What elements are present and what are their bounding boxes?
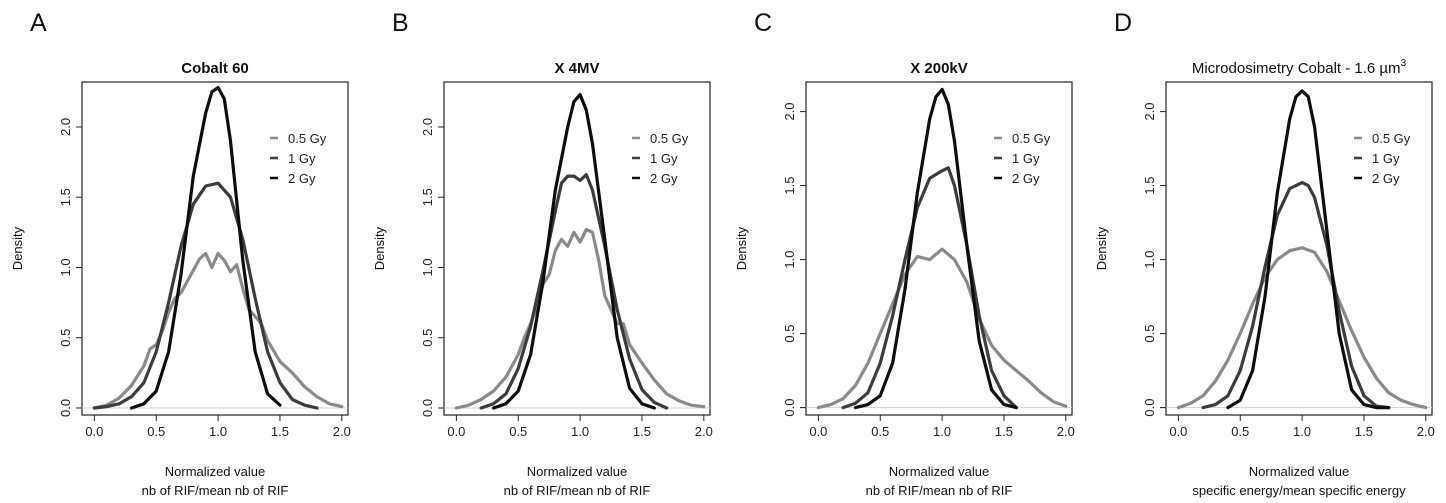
series-line-2-gy	[1226, 89, 1391, 410]
y-tick-label: 1.0	[1142, 251, 1157, 269]
y-tick-label: 1.0	[58, 258, 73, 276]
series-line-0-5-gy	[816, 247, 1068, 410]
x-tick-label: 0.5	[871, 424, 889, 439]
panel-letter: A	[30, 9, 47, 37]
y-axis-label: Density	[372, 226, 387, 270]
y-tick-label: 0.5	[1142, 325, 1157, 343]
y-tick-label: 2.0	[782, 103, 797, 121]
series-line-2-gy	[853, 87, 1018, 410]
x-axis-label-line2: nb of RIF/mean nb of RIF	[504, 483, 651, 498]
panel-a: A Cobalt 60 0.0 0.5 1.0 1.5 2.0 0.0 0.5 1.0 1.5 2.0…	[10, 9, 351, 498]
y-tick-label: 1.5	[58, 188, 73, 206]
x-tick-label: 1.0	[209, 424, 227, 439]
legend: 0.5 Gy 1 Gy 2 Gy	[632, 131, 689, 186]
legend-label: 0.5 Gy	[1372, 131, 1411, 146]
plot-frame	[81, 81, 349, 416]
panel-title: Microdosimetry Cobalt - 1.6 µm3	[1192, 58, 1407, 77]
panel-title: X 4MV	[554, 60, 599, 77]
plot-frame	[1165, 81, 1433, 416]
panel-b: B X 4MV 0.0 0.5 1.0 1.5 2.0 0.0 0.5 1.0 1.5 2.0 Norm…	[372, 9, 713, 498]
x-tick-label: 1.5	[995, 424, 1013, 439]
series-line-0-5-gy	[92, 251, 344, 410]
y-tick-label: 0.0	[420, 399, 435, 417]
legend-label: 1 Gy	[1012, 151, 1040, 166]
legend-label: 2 Gy	[1012, 171, 1040, 186]
x-tick-label: 1.5	[1355, 424, 1373, 439]
x-tick-label: 0.5	[147, 424, 165, 439]
y-tick-label: 1.0	[420, 258, 435, 276]
legend: 0.5 Gy 1 Gy 2 Gy	[270, 131, 327, 186]
x-axis-label-line2: specific energy/mean specific energy	[1192, 483, 1406, 498]
y-axis-label: Density	[10, 226, 25, 270]
panel-title: X 200kV	[910, 60, 968, 77]
y-tick-label: 1.5	[782, 177, 797, 195]
y-tick-label: 0.5	[420, 329, 435, 347]
x-axis-label: Normalized value	[889, 464, 989, 479]
x-tick-label: 0.0	[447, 424, 465, 439]
x-tick-label: 2.0	[1417, 424, 1435, 439]
series-line-1-gy	[1201, 181, 1391, 410]
y-tick-label: 1.5	[420, 188, 435, 206]
x-tick-label: 1.5	[633, 424, 651, 439]
y-tick-label: 0.0	[782, 399, 797, 417]
legend-label: 2 Gy	[288, 171, 316, 186]
title-superscript: 3	[1401, 58, 1407, 69]
x-tick-label: 1.5	[271, 424, 289, 439]
x-tick-label: 2.0	[1057, 424, 1075, 439]
x-tick-label: 0.0	[1169, 424, 1187, 439]
y-tick-label: 0.5	[782, 325, 797, 343]
series-line-0-5-gy	[454, 227, 706, 410]
legend-label: 2 Gy	[650, 171, 678, 186]
x-tick-label: 0.0	[809, 424, 827, 439]
legend-label: 1 Gy	[288, 151, 316, 166]
x-tick-label: 1.0	[1293, 424, 1311, 439]
x-axis-label: Normalized value	[527, 464, 627, 479]
legend-label: 0.5 Gy	[650, 131, 689, 146]
y-axis-label: Density	[734, 226, 749, 270]
panel-letter: C	[754, 9, 772, 37]
x-tick-label: 0.0	[85, 424, 103, 439]
x-axis-label-line2: nb of RIF/mean nb of RIF	[142, 483, 289, 498]
legend-label: 0.5 Gy	[1012, 131, 1051, 146]
x-tick-label: 2.0	[333, 424, 351, 439]
y-tick-label: 2.0	[420, 118, 435, 136]
x-axis-label: Normalized value	[1249, 464, 1349, 479]
series-line-0-5-gy	[1176, 246, 1428, 410]
series-line-2-gy	[491, 92, 656, 410]
x-tick-label: 2.0	[695, 424, 713, 439]
plot-frame	[443, 81, 711, 416]
panel-c: C X 200kV 0.0 0.5 1.0 1.5 2.0 0.0 0.5 1.0 1.5 2.0 No…	[734, 9, 1075, 498]
panel-d: D Microdosimetry Cobalt - 1.6 µm3 0.0 0.5 1.…	[1094, 9, 1435, 498]
series-line-1-gy	[479, 173, 669, 410]
panel-letter: D	[1114, 9, 1132, 37]
y-tick-label: 0.0	[1142, 399, 1157, 417]
series-line-1-gy	[841, 166, 1018, 410]
legend-label: 2 Gy	[1372, 171, 1400, 186]
legend: 0.5 Gy 1 Gy 2 Gy	[994, 131, 1051, 186]
panel-letter: B	[392, 9, 409, 37]
x-tick-label: 0.5	[509, 424, 527, 439]
series-line-2-gy	[129, 85, 282, 410]
series-line-1-gy	[92, 181, 319, 410]
x-axis-label-line2: nb of RIF/mean nb of RIF	[866, 483, 1013, 498]
y-tick-label: 1.0	[782, 251, 797, 269]
y-tick-label: 1.5	[1142, 177, 1157, 195]
y-tick-label: 2.0	[1142, 103, 1157, 121]
y-tick-label: 0.5	[58, 329, 73, 347]
x-axis-label: Normalized value	[165, 464, 265, 479]
legend-label: 1 Gy	[650, 151, 678, 166]
x-tick-label: 0.5	[1231, 424, 1249, 439]
plot-frame	[805, 81, 1073, 416]
legend-label: 1 Gy	[1372, 151, 1400, 166]
y-tick-label: 0.0	[58, 399, 73, 417]
x-tick-label: 1.0	[571, 424, 589, 439]
legend: 0.5 Gy 1 Gy 2 Gy	[1354, 131, 1411, 186]
panel-title: Cobalt 60	[181, 60, 249, 77]
y-axis-label: Density	[1094, 226, 1109, 270]
y-tick-label: 2.0	[58, 118, 73, 136]
legend-label: 0.5 Gy	[288, 131, 327, 146]
x-tick-label: 1.0	[933, 424, 951, 439]
